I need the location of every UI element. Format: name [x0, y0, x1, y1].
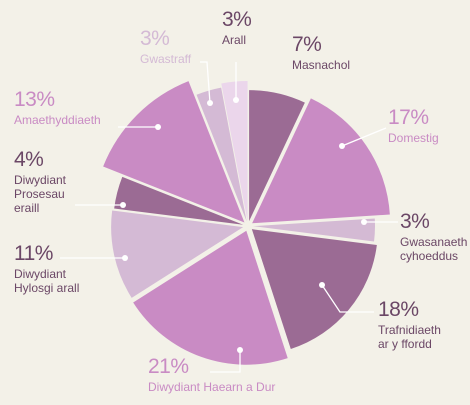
slice-label: 3% Gwasanaeth cyhoeddus	[400, 210, 470, 264]
value-label: 3%	[222, 8, 252, 31]
leader-line	[321, 284, 374, 313]
leader-dot	[120, 202, 126, 208]
pie-slice	[252, 218, 375, 242]
leader-dot	[361, 219, 367, 225]
pie-slice	[114, 176, 244, 225]
pie-slice	[111, 210, 244, 298]
leader-dot	[237, 347, 243, 353]
slice-label: 17% Domestig	[388, 106, 468, 146]
leader-dot	[155, 124, 161, 130]
category-label: Diwydiant Haearn a Dur	[148, 380, 276, 395]
leader-dot	[122, 255, 128, 261]
value-label: 18%	[378, 298, 419, 321]
leader-line	[341, 127, 387, 147]
value-label: 3%	[400, 210, 430, 233]
category-label: Masnachol	[292, 58, 351, 73]
slice-label: 11% Diwydiant Hylosgi arall	[14, 242, 114, 296]
value-label: 21%	[148, 355, 189, 378]
slice-label: 7% Masnachol	[292, 33, 382, 73]
category-label: Amaethyddiaeth	[14, 113, 101, 128]
value-label: 4%	[14, 148, 44, 171]
slice-label: 21% Diwydiant Haearn a Dur	[148, 355, 348, 395]
category-label: Diwydiant Hylosgi arall	[14, 267, 80, 295]
value-label: 3%	[140, 27, 170, 50]
pie-slice	[196, 87, 247, 222]
leader-line	[210, 350, 241, 373]
pie-slice	[103, 81, 245, 223]
slice-label: 3% Arall	[222, 8, 282, 48]
category-label: Diwydiant Prosesau eraill	[14, 173, 67, 215]
pie-slice	[221, 81, 248, 222]
category-label: Gwasanaeth cyhoeddus	[400, 235, 468, 263]
leader-dot	[233, 97, 239, 103]
value-label: 11%	[14, 242, 53, 265]
pie-slice	[249, 90, 305, 222]
category-label: Gwastraff	[140, 52, 192, 67]
slice-label: 4% Diwydiant Prosesau eraill	[14, 148, 84, 216]
leader-dot	[207, 100, 213, 106]
slice-label: 18% Trafnidiaeth ar y ffordd	[378, 298, 458, 352]
value-label: 7%	[292, 33, 322, 56]
category-label: Arall	[222, 33, 247, 48]
pie-slice	[133, 230, 288, 365]
category-label: Domestig	[388, 131, 439, 146]
leader-dot	[339, 143, 345, 149]
leader-dot	[319, 282, 325, 288]
value-label: 13%	[14, 88, 55, 111]
pie-slice	[251, 229, 377, 350]
pie-slice	[252, 98, 390, 224]
slice-label: 13% Amaethyddiaeth	[14, 88, 154, 128]
category-label: Trafnidiaeth ar y ffordd	[378, 323, 441, 351]
leader-line	[200, 61, 211, 104]
value-label: 17%	[388, 106, 429, 129]
slice-label: 3% Gwastraff	[140, 27, 220, 67]
